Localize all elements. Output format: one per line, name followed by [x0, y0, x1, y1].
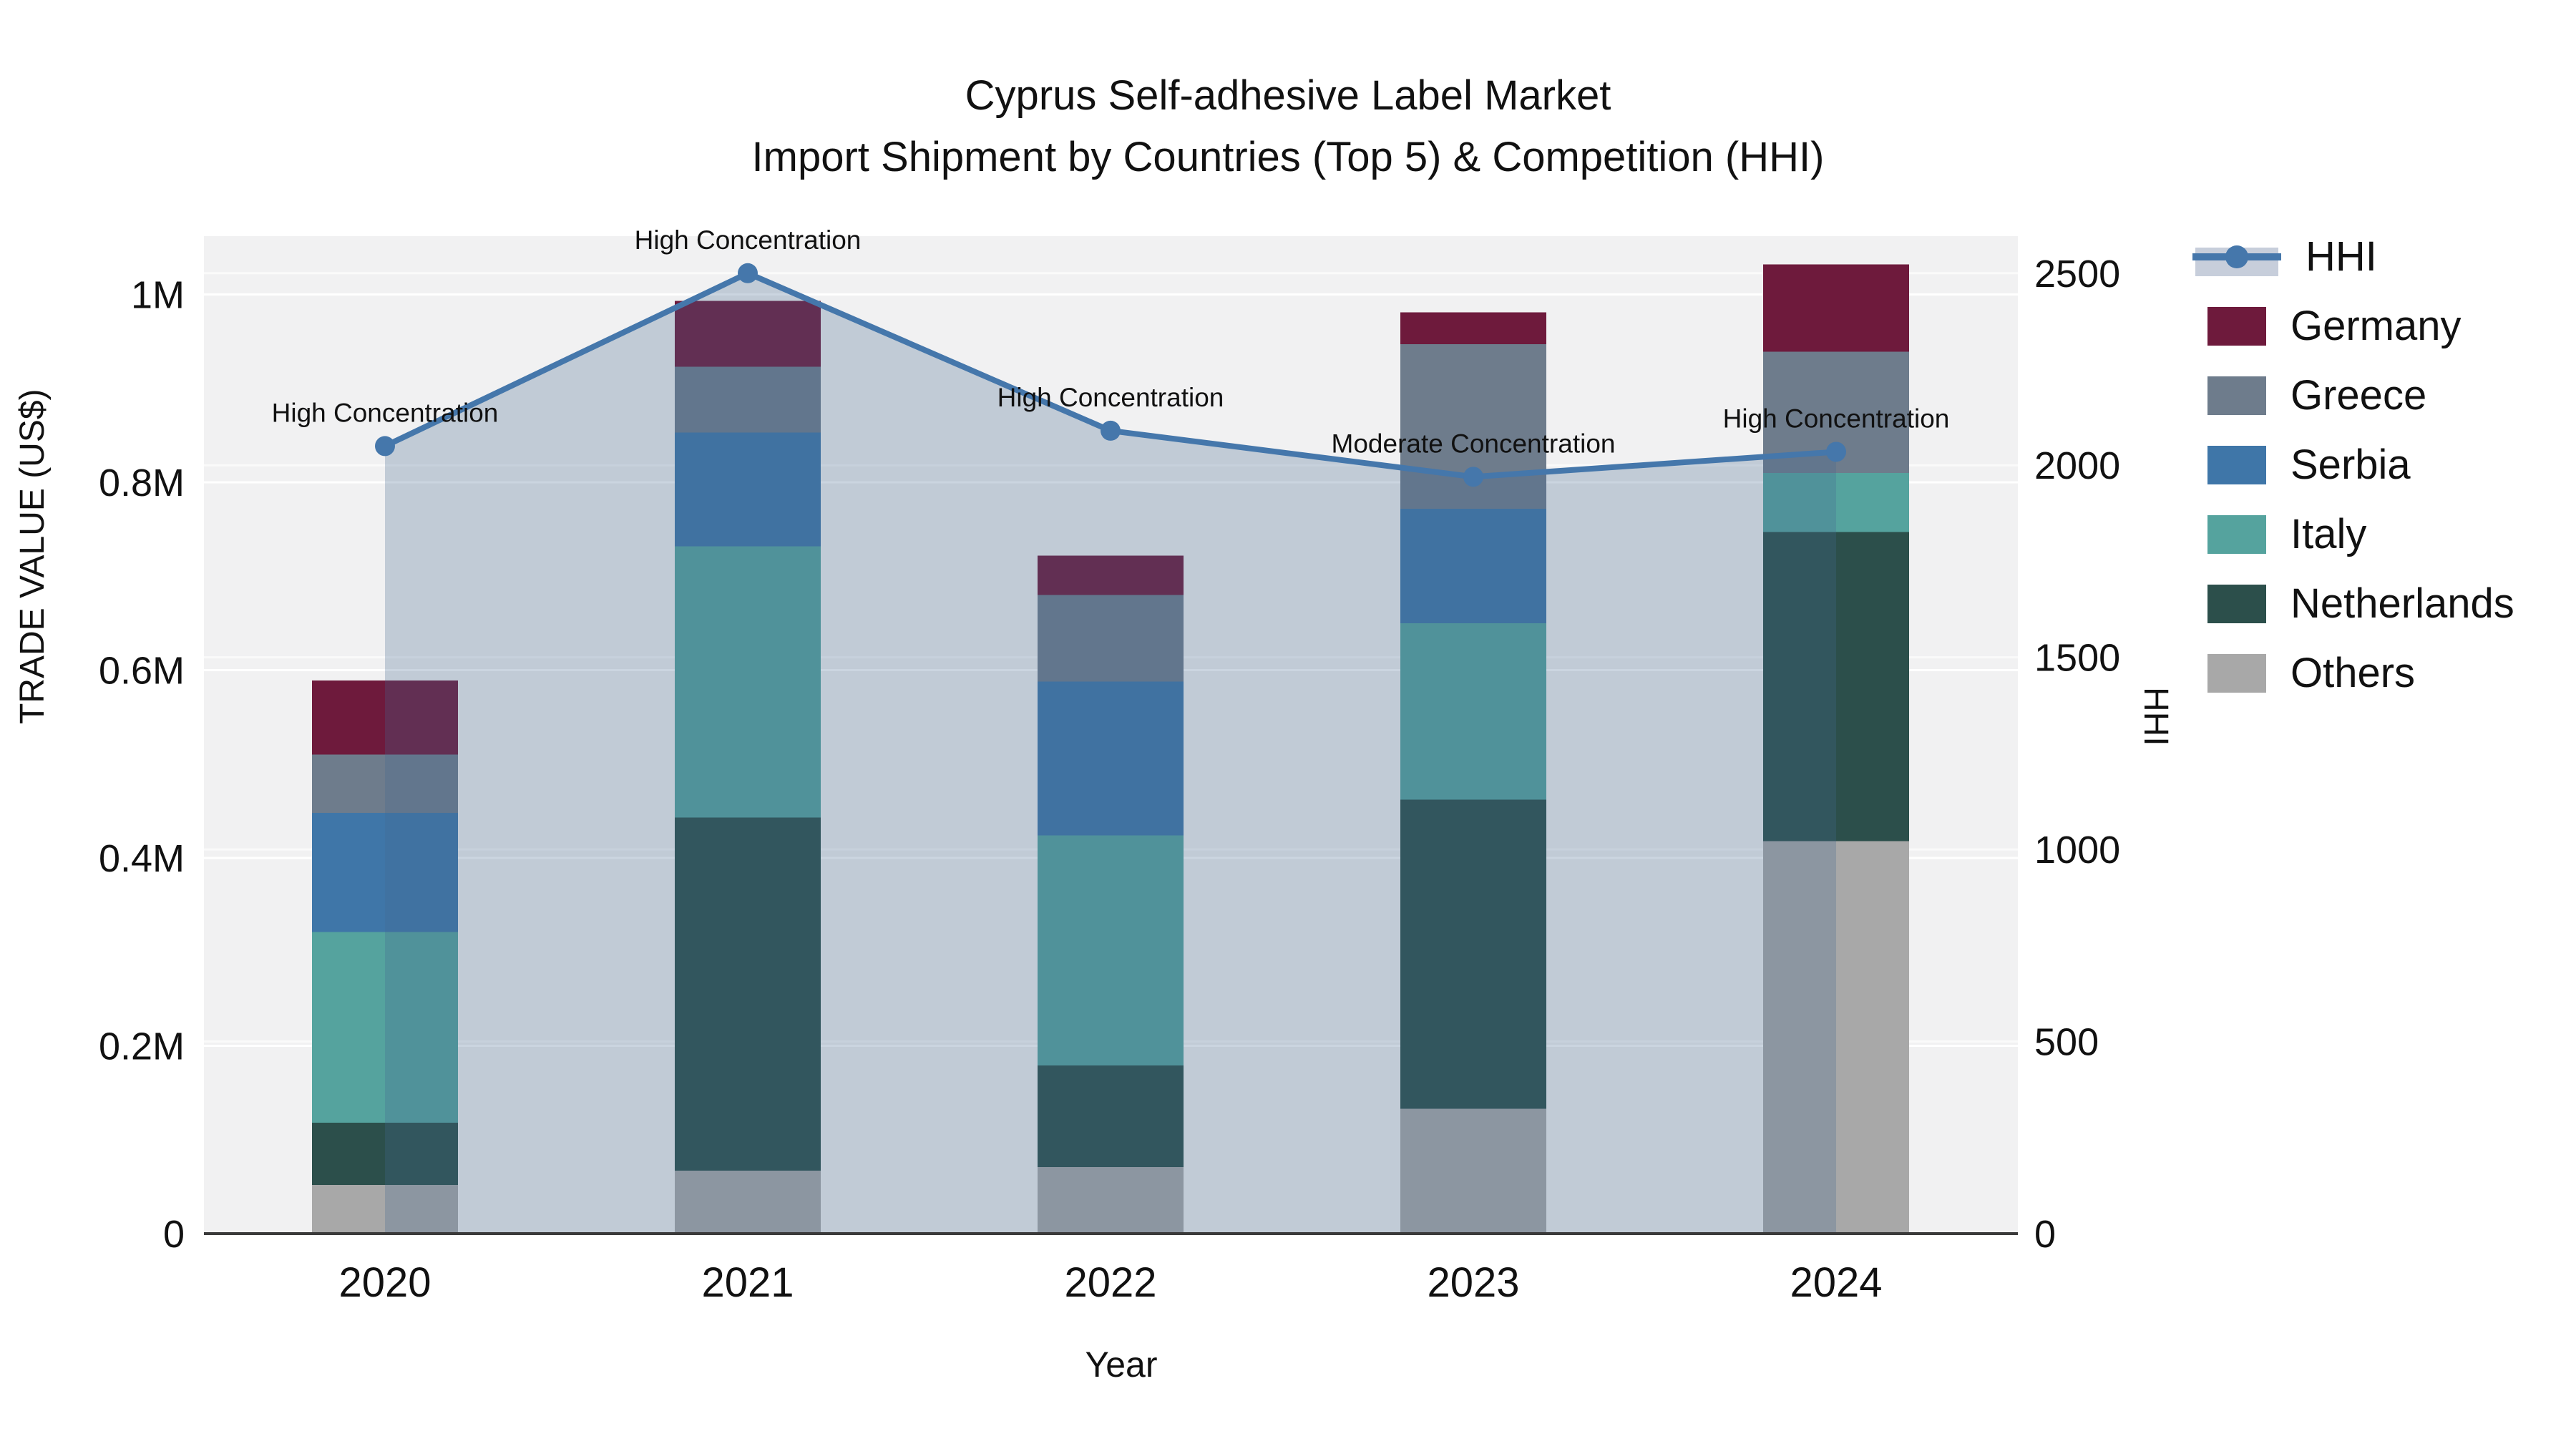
right-tick-1500: 1500	[2034, 637, 2120, 680]
hhi-marker-2021[interactable]	[738, 263, 758, 283]
legend-label-greece: Greece	[2290, 372, 2427, 419]
bar-segment-netherlands-2024[interactable]	[1763, 532, 1909, 841]
annotation-2021: High Concentration	[635, 225, 862, 255]
annotation-2024: High Concentration	[1723, 404, 1950, 433]
left-tick-1M: 1M	[131, 274, 185, 317]
bar-segment-serbia-2023[interactable]	[1400, 508, 1546, 623]
bar-segment-germany-2023[interactable]	[1400, 312, 1546, 345]
hhi-marker-2022[interactable]	[1101, 420, 1121, 441]
right-tick-0: 0	[2034, 1213, 2056, 1256]
legend-label-hhi: HHI	[2306, 233, 2377, 280]
bar-segment-others-2023[interactable]	[1400, 1108, 1546, 1234]
bar-segment-italy-2023[interactable]	[1400, 623, 1546, 800]
legend-swatch-netherlands	[2207, 584, 2266, 623]
bar-segment-others-2024[interactable]	[1763, 841, 1909, 1234]
bar-segment-others-2022[interactable]	[1038, 1166, 1184, 1234]
hhi-marker-2023[interactable]	[1463, 467, 1483, 487]
x-tick-2021: 2021	[701, 1259, 794, 1306]
legend-swatch-italy	[2207, 514, 2266, 554]
right-tick-2500: 2500	[2034, 253, 2120, 296]
left-tick-0.2M: 0.2M	[99, 1025, 185, 1068]
bar-segment-germany-2021[interactable]	[675, 301, 821, 367]
legend-item-greece[interactable]: Greece	[2190, 361, 2514, 430]
legend-label-others: Others	[2290, 650, 2416, 696]
hhi-marker-2020[interactable]	[375, 436, 395, 457]
legend-item-hhi[interactable]: HHI	[2190, 222, 2514, 291]
legend-swatch-greece	[2207, 376, 2266, 415]
right-tick-1000: 1000	[2034, 829, 2120, 872]
chart-title-line1: Cyprus Self-adhesive Label Market	[965, 72, 1611, 119]
bar-segment-serbia-2022[interactable]	[1038, 681, 1184, 836]
x-tick-2022: 2022	[1064, 1259, 1156, 1306]
left-tick-0.8M: 0.8M	[99, 462, 185, 504]
bar-segment-netherlands-2022[interactable]	[1038, 1065, 1184, 1167]
annotation-2022: High Concentration	[997, 383, 1224, 412]
bar-segment-serbia-2020[interactable]	[312, 813, 458, 932]
hhi-area-fill	[385, 273, 1836, 1234]
bar-segment-serbia-2021[interactable]	[675, 432, 821, 547]
hhi-line-icon	[2192, 238, 2281, 276]
bar-segment-italy-2024[interactable]	[1763, 472, 1909, 532]
x-tick-2023: 2023	[1427, 1259, 1519, 1306]
annotation-2020: High Concentration	[272, 398, 499, 427]
bar-segment-others-2021[interactable]	[675, 1171, 821, 1234]
bar-segment-netherlands-2020[interactable]	[312, 1123, 458, 1185]
bar-segment-germany-2020[interactable]	[312, 680, 458, 755]
legend-item-serbia[interactable]: Serbia	[2190, 430, 2514, 499]
bar-segment-italy-2022[interactable]	[1038, 835, 1184, 1066]
bar-segment-italy-2021[interactable]	[675, 546, 821, 818]
left-tick-0: 0	[163, 1213, 185, 1256]
right-tick-2000: 2000	[2034, 444, 2120, 487]
legend-swatch-others	[2207, 653, 2266, 693]
hhi-marker-2024[interactable]	[1826, 441, 1846, 462]
right-tick-500: 500	[2034, 1021, 2099, 1064]
legend-label-serbia: Serbia	[2290, 441, 2411, 488]
legend-swatch-germany	[2207, 306, 2266, 346]
legend-item-others[interactable]: Others	[2190, 638, 2514, 708]
legend-item-italy[interactable]: Italy	[2190, 499, 2514, 569]
bar-segment-others-2020[interactable]	[312, 1184, 458, 1234]
legend-label-netherlands: Netherlands	[2290, 580, 2514, 627]
legend-item-netherlands[interactable]: Netherlands	[2190, 569, 2514, 638]
legend-dot	[2225, 245, 2248, 268]
bar-segment-germany-2024[interactable]	[1763, 264, 1909, 352]
bar-segment-greece-2021[interactable]	[675, 366, 821, 433]
legend-label-germany: Germany	[2290, 303, 2462, 349]
bar-segment-greece-2020[interactable]	[312, 754, 458, 813]
x-tick-2020: 2020	[338, 1259, 431, 1306]
bar-segment-italy-2020[interactable]	[312, 932, 458, 1123]
bar-segment-germany-2022[interactable]	[1038, 555, 1184, 595]
legend-swatch-serbia	[2207, 445, 2266, 484]
x-tick-2024: 2024	[1790, 1259, 1882, 1306]
legend-label-italy: Italy	[2290, 511, 2367, 557]
legend: HHI Germany Greece Serbia Italy Netherlands Ot…	[2190, 222, 2514, 708]
annotation-2023: Moderate Concentration	[1332, 429, 1616, 458]
bar-segment-greece-2022[interactable]	[1038, 595, 1184, 682]
chart-title-line2: Import Shipment by Countries (Top 5) & C…	[751, 134, 1825, 180]
x-axis-title: Year	[1085, 1345, 1158, 1385]
bar-segment-netherlands-2023[interactable]	[1400, 799, 1546, 1109]
left-tick-0.4M: 0.4M	[99, 837, 185, 880]
bar-segment-netherlands-2021[interactable]	[675, 817, 821, 1171]
legend-item-germany[interactable]: Germany	[2190, 291, 2514, 361]
left-tick-0.6M: 0.6M	[99, 650, 185, 693]
